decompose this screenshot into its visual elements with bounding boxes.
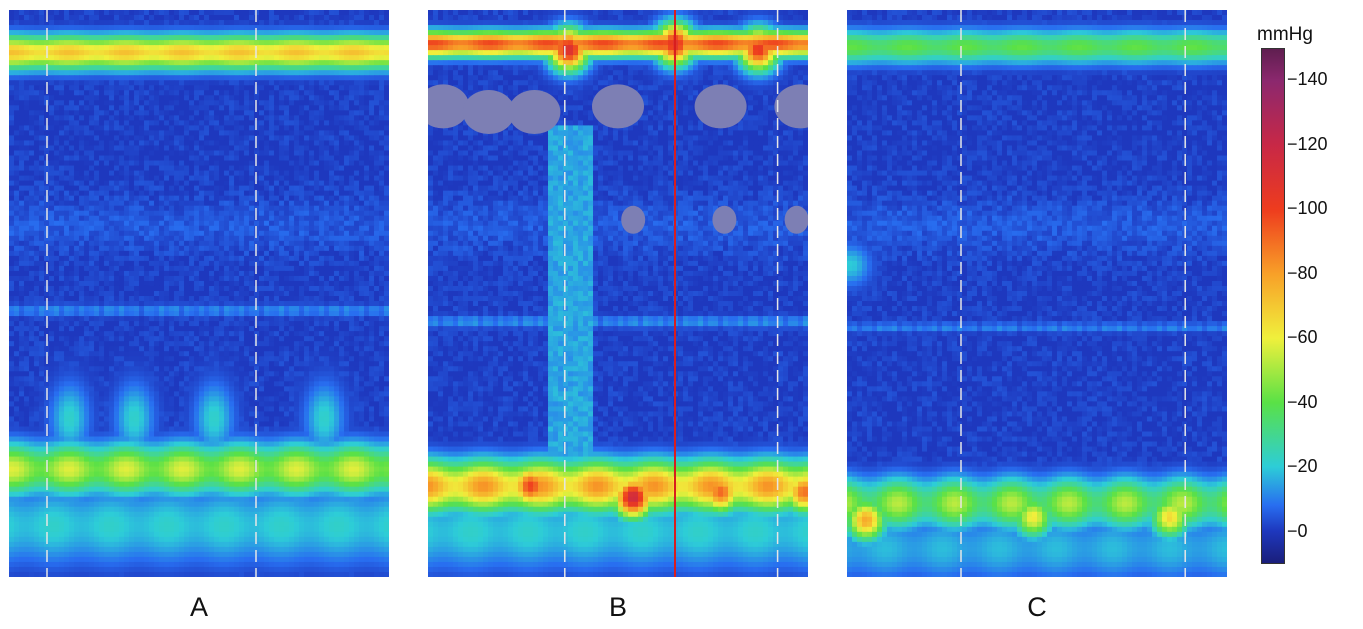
pressure-heatmap-panel-c xyxy=(847,10,1227,577)
pressure-heatmap-panel-a xyxy=(9,10,389,577)
colorbar-tick-label: −140 xyxy=(1287,69,1328,90)
colorbar-tick-label: −80 xyxy=(1287,263,1318,284)
negative-pressure-blob xyxy=(784,205,808,234)
negative-pressure-blob xyxy=(712,205,737,234)
pressure-heatmap-panel-b xyxy=(428,10,808,577)
heatmap-c-canvas xyxy=(847,10,1227,577)
negative-pressure-blob xyxy=(694,84,747,129)
negative-pressure-blob xyxy=(621,205,646,234)
heatmap-cells xyxy=(847,10,1227,577)
negative-pressure-blob xyxy=(774,84,808,129)
panel-label-c: C xyxy=(847,592,1227,623)
negative-pressure-blob xyxy=(508,90,561,135)
colorbar-tick-label: −20 xyxy=(1287,456,1318,477)
panel-label-b: B xyxy=(428,592,808,623)
colorbar-tick-label: −100 xyxy=(1287,198,1328,219)
pressure-colorbar xyxy=(1261,48,1285,564)
negative-pressure-blob xyxy=(592,84,644,129)
colorbar-unit-label: mmHg xyxy=(1257,24,1313,46)
colorbar-tick-label: −120 xyxy=(1287,134,1328,155)
negative-pressure-blob xyxy=(428,84,470,129)
panel-label-a: A xyxy=(9,592,389,623)
colorbar-tick-label: −60 xyxy=(1287,327,1318,348)
heatmap-cells xyxy=(9,10,389,577)
colorbar-tick-label: −0 xyxy=(1287,521,1308,542)
colorbar-tick-label: −40 xyxy=(1287,392,1318,413)
heatmap-b-canvas xyxy=(428,10,808,577)
heatmap-a-canvas xyxy=(9,10,389,577)
negative-pressure-blob xyxy=(462,90,515,135)
